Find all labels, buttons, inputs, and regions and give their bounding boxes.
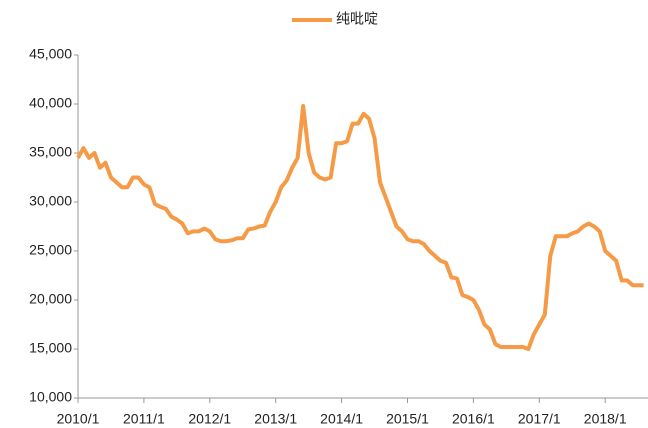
y-tick-label: 15,000	[29, 340, 72, 356]
x-tick-label: 2017/1	[518, 411, 561, 427]
y-tick-label: 30,000	[29, 193, 72, 209]
y-tick-label: 25,000	[29, 242, 72, 258]
x-tick-label: 2011/1	[123, 411, 165, 427]
x-tick-label: 2013/1	[254, 411, 297, 427]
line-series	[76, 103, 644, 351]
x-tick-label: 2010/1	[57, 411, 100, 427]
x-tick-label: 2014/1	[320, 411, 363, 427]
y-tick-label: 10,000	[29, 389, 72, 405]
y-tick-label: 20,000	[29, 291, 72, 307]
y-tick-label: 40,000	[29, 95, 72, 111]
y-tick-label: 35,000	[29, 144, 72, 160]
x-tick-label: 2018/1	[584, 411, 627, 427]
y-tick-label: 45,000	[29, 46, 72, 62]
x-tick-label: 2015/1	[386, 411, 429, 427]
x-tick-label: 2012/1	[188, 411, 231, 427]
x-tick-label: 2016/1	[452, 411, 495, 427]
legend-label: 纯吡啶	[336, 11, 378, 27]
